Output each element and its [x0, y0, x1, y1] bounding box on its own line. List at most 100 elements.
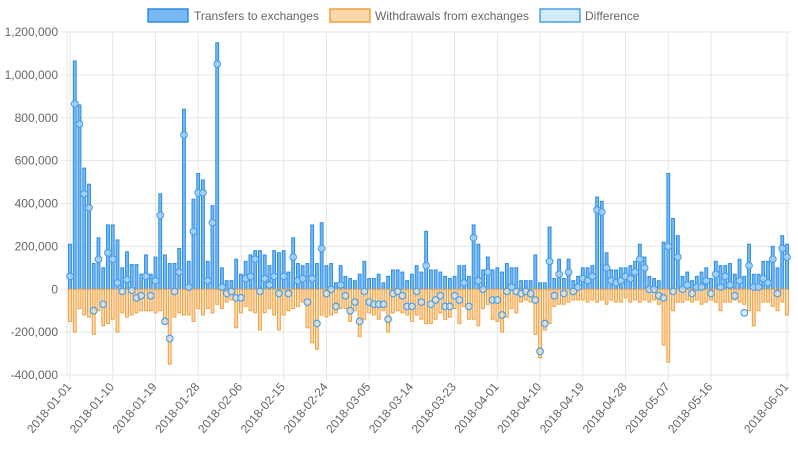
difference-point [270, 272, 279, 281]
withdrawal-bar [139, 288, 144, 312]
withdrawal-bar [286, 288, 291, 312]
legend-swatch-0[interactable] [147, 8, 189, 23]
transfer-bar [390, 269, 395, 290]
difference-point [298, 274, 307, 283]
transfer-bar [452, 275, 457, 290]
transfer-bar [357, 273, 362, 290]
withdrawal-bar [182, 288, 186, 316]
difference-point [313, 319, 321, 328]
withdrawal-bar [713, 288, 718, 303]
legend-label-1[interactable]: Withdrawals from exchanges [375, 9, 529, 23]
difference-point [99, 300, 108, 309]
difference-point [180, 130, 188, 139]
withdrawal-bar [590, 288, 595, 301]
legend-swatch-2[interactable] [539, 8, 581, 23]
withdrawal-bar [381, 288, 386, 312]
legend-label-0[interactable]: Transfers to exchanges [194, 9, 319, 23]
difference-point [237, 293, 245, 302]
legend-swatch-1[interactable] [329, 8, 371, 23]
transfer-bar [172, 263, 177, 290]
difference-point [227, 287, 236, 296]
difference-point [161, 317, 169, 326]
transfer-bar [561, 278, 566, 290]
difference-point [284, 289, 293, 298]
difference-point [602, 263, 611, 272]
legend-label-2[interactable]: Difference [585, 9, 640, 23]
difference-point [669, 287, 677, 296]
difference-point [673, 253, 682, 261]
withdrawal-bar [661, 288, 666, 346]
difference-point [308, 274, 317, 283]
difference-point [184, 283, 193, 292]
difference-point [540, 319, 549, 328]
withdrawal-bar [357, 288, 362, 337]
withdrawal-bar [324, 288, 329, 318]
difference-point [127, 286, 136, 295]
difference-point [165, 334, 174, 343]
transfer-bar [675, 235, 680, 290]
transfer-bar [286, 271, 291, 290]
transfer-bar [125, 251, 129, 290]
difference-point [759, 274, 768, 283]
difference-point [289, 253, 298, 261]
difference-point [208, 218, 217, 227]
difference-point [711, 270, 720, 279]
difference-point [493, 296, 502, 304]
transfer-bar [239, 273, 243, 290]
withdrawal-bar [338, 288, 343, 310]
difference-point [170, 287, 179, 296]
withdrawal-bar [348, 288, 353, 322]
withdrawal-bar [595, 288, 599, 303]
transfer-bar [371, 278, 376, 290]
withdrawal-bar [144, 288, 148, 312]
transfer-bar [447, 278, 452, 290]
difference-point [683, 281, 692, 289]
withdrawal-bar [333, 288, 338, 314]
difference-point [265, 281, 274, 289]
transfer-bar [519, 280, 524, 290]
difference-point [531, 296, 540, 304]
withdrawal-bar [148, 288, 153, 312]
transfer-bar [538, 282, 543, 290]
difference-point [412, 287, 421, 296]
difference-point [327, 285, 336, 294]
difference-point [355, 317, 364, 326]
difference-point [778, 244, 787, 253]
y-tick-label: -400,000 [11, 368, 59, 382]
transfer-bar [210, 205, 215, 290]
transfer-bar [343, 275, 348, 290]
withdrawal-bar [234, 288, 239, 329]
difference-point [479, 285, 488, 294]
withdrawal-bar [761, 288, 766, 303]
transfer-bar [305, 263, 310, 290]
difference-point [469, 233, 478, 242]
transfer-bar [234, 258, 239, 290]
transfer-bar [419, 271, 424, 290]
transfer-bar [167, 263, 172, 290]
transfer-bar [362, 260, 367, 290]
legend[interactable]: Transfers to exchanges Withdrawals from e… [147, 8, 640, 23]
difference-point [431, 296, 440, 304]
withdrawal-bar [267, 288, 272, 310]
y-tick-label: 1,200,000 [5, 25, 59, 39]
transfer-bar [101, 267, 106, 290]
transfer-bar [319, 222, 324, 290]
difference-point [464, 302, 473, 311]
withdrawal-bar [186, 288, 191, 316]
difference-point [574, 283, 582, 292]
withdrawal-bar [718, 288, 723, 312]
transfer-bar [96, 237, 101, 290]
transfer-bar [428, 269, 433, 290]
withdrawal-bar [295, 288, 300, 307]
withdrawal-bar [253, 288, 258, 314]
y-tick-label: -200,000 [11, 325, 59, 339]
withdrawal-bar [390, 288, 395, 314]
transfer-bar [72, 60, 77, 290]
difference-point [251, 255, 260, 264]
withdrawal-bar [191, 288, 196, 322]
transfer-bar [737, 258, 742, 290]
difference-point [635, 255, 644, 264]
withdrawal-bar [642, 288, 647, 301]
difference-point [346, 306, 355, 315]
